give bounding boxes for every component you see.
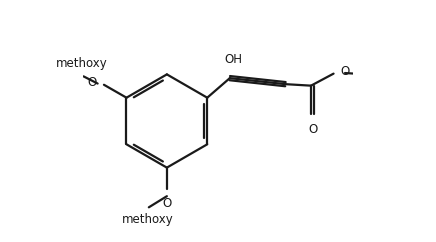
Text: O: O bbox=[162, 197, 171, 210]
Text: O: O bbox=[88, 76, 97, 89]
Text: O: O bbox=[340, 65, 349, 78]
Text: methoxy: methoxy bbox=[56, 57, 108, 70]
Text: methoxy: methoxy bbox=[122, 213, 173, 226]
Text: OH: OH bbox=[225, 53, 242, 66]
Text: O: O bbox=[308, 123, 317, 136]
